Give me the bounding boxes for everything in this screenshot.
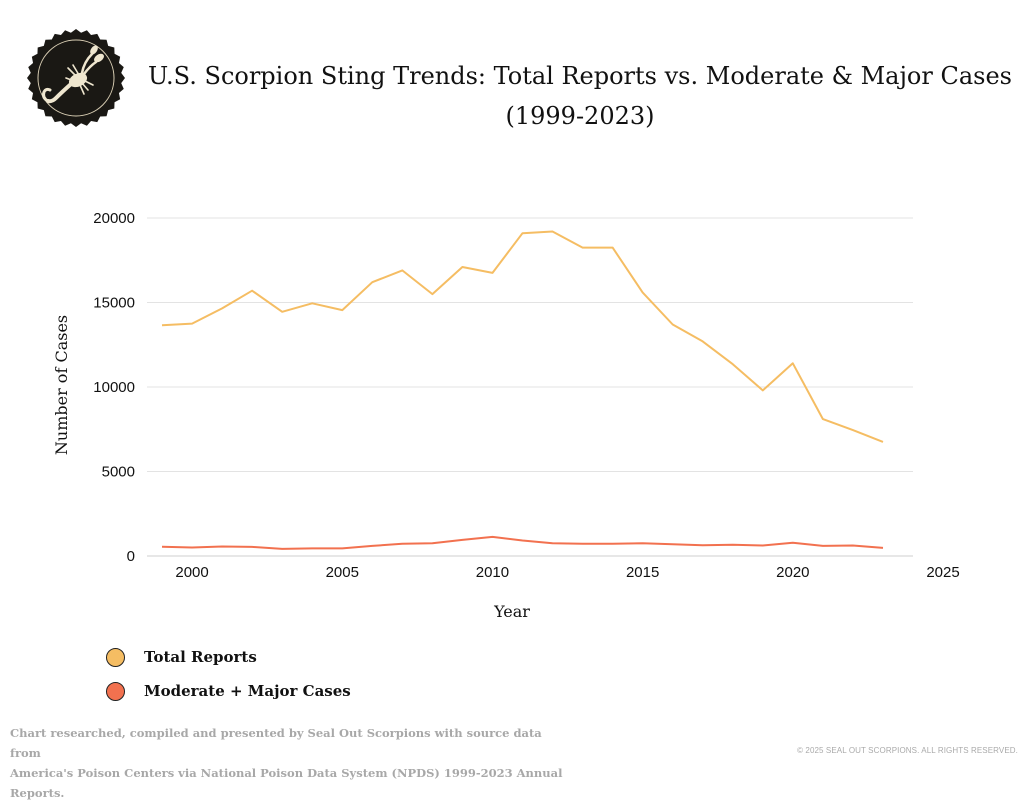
y-tick-labels: 0 5000 10000 15000 20000 bbox=[93, 210, 135, 565]
y-tick-label: 0 bbox=[127, 548, 135, 565]
legend-swatch-total-reports bbox=[106, 647, 125, 667]
series-lines bbox=[161, 230, 884, 550]
x-tick-label: 2020 bbox=[776, 564, 809, 581]
y-tick-label: 15000 bbox=[93, 295, 135, 312]
legend-label-moderate-major: Moderate + Major Cases bbox=[144, 682, 351, 700]
chart-title-line-1: U.S. Scorpion Sting Trends: Total Report… bbox=[148, 62, 1012, 90]
x-tick-label: 2025 bbox=[926, 564, 959, 581]
y-tick-label: 20000 bbox=[93, 210, 135, 227]
gridlines bbox=[147, 217, 913, 472]
x-axis-label: Year bbox=[493, 602, 530, 621]
source-note: Chart researched, compiled and presented… bbox=[10, 723, 570, 803]
x-tick-label: 2010 bbox=[476, 564, 509, 581]
x-tick-labels: 2000 2005 2010 2015 2020 2025 bbox=[175, 564, 959, 581]
copyright-notice: © 2025 SEAL OUT SCORPIONS. ALL RIGHTS RE… bbox=[797, 746, 1018, 755]
legend-item-total-reports: Total Reports bbox=[106, 640, 351, 674]
x-tick-label: 2005 bbox=[326, 564, 359, 581]
legend-swatch-moderate-major bbox=[106, 681, 125, 701]
source-note-line-1: Chart researched, compiled and presented… bbox=[10, 726, 542, 760]
y-tick-label: 10000 bbox=[93, 379, 135, 396]
legend: Total Reports Moderate + Major Cases bbox=[106, 640, 351, 708]
source-note-line-2: America's Poison Centers via National Po… bbox=[10, 766, 563, 800]
legend-item-moderate-major: Moderate + Major Cases bbox=[106, 674, 351, 708]
x-tick-label: 2015 bbox=[626, 564, 659, 581]
y-tick-label: 5000 bbox=[102, 464, 135, 481]
series-line-total-reports bbox=[161, 230, 884, 443]
chart-title-line-2: (1999-2023) bbox=[505, 102, 655, 130]
y-axis-label: Number of Cases bbox=[52, 315, 71, 455]
chart-title: U.S. Scorpion Sting Trends: Total Report… bbox=[140, 56, 1020, 136]
scorpion-seal-icon bbox=[26, 28, 126, 128]
x-tick-label: 2000 bbox=[175, 564, 208, 581]
legend-label-total-reports: Total Reports bbox=[144, 648, 257, 666]
line-chart: 0 5000 10000 15000 20000 2000 2005 2010 2015 202… bbox=[52, 210, 960, 621]
series-line-moderate-major bbox=[161, 535, 884, 550]
